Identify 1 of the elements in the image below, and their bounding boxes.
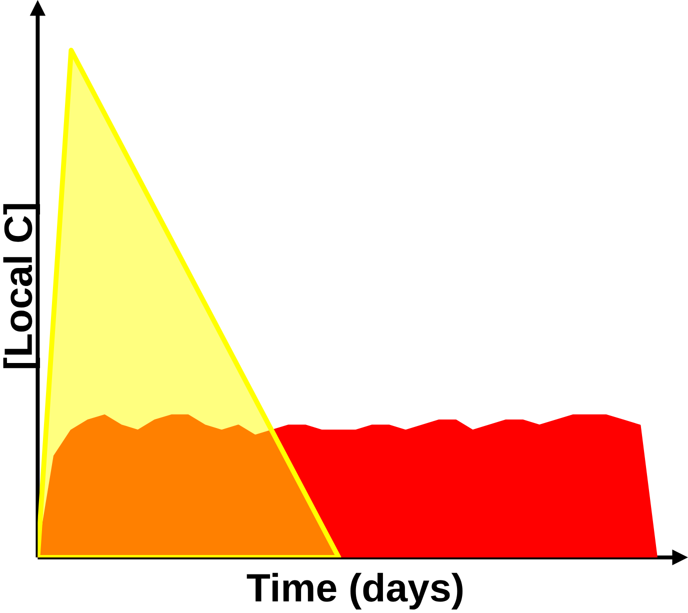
x-axis-title: Time (days) <box>246 572 463 610</box>
